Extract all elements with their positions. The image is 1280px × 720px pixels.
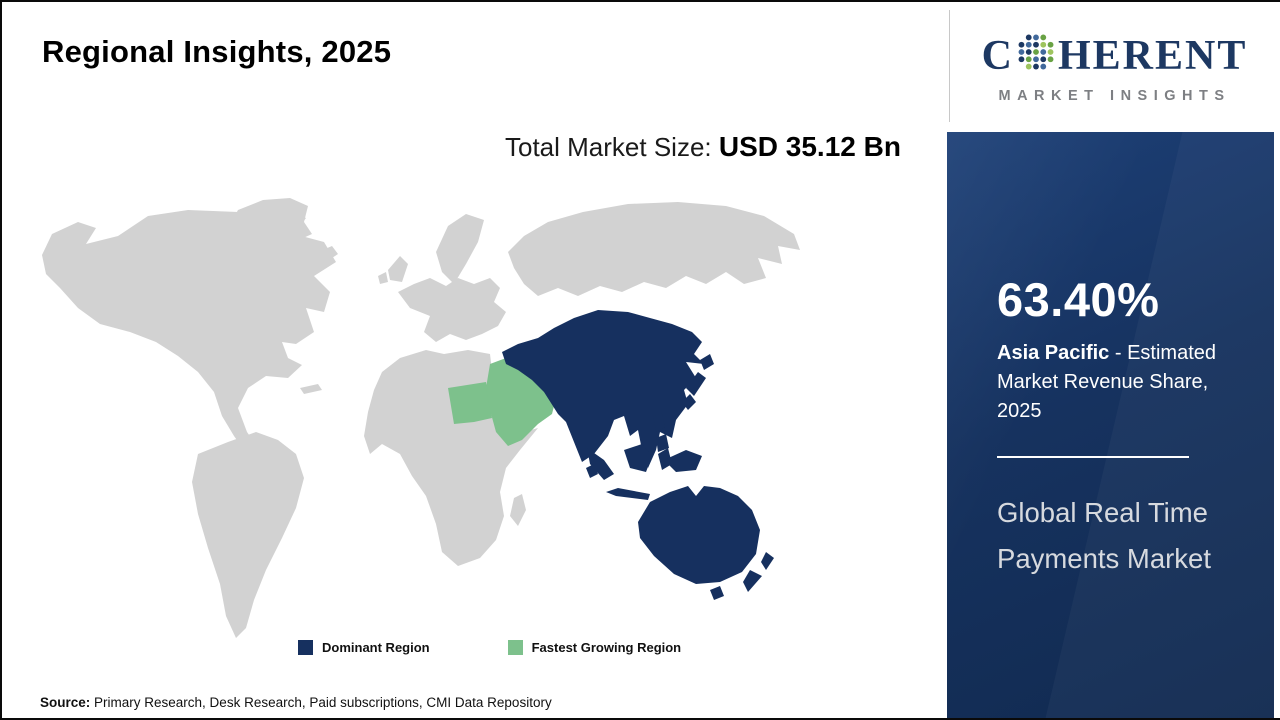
region-south-america	[192, 432, 304, 638]
region-europe	[398, 278, 506, 342]
region-australia	[638, 486, 760, 584]
world-map	[42, 198, 800, 638]
region-cuba	[300, 384, 322, 394]
share-region-name: Asia Pacific	[997, 342, 1110, 364]
panel-divider	[997, 456, 1189, 458]
region-asia-pacific	[502, 310, 774, 600]
logo-divider	[949, 10, 950, 122]
region-philippines-north	[653, 413, 665, 432]
region-madagascar	[510, 494, 526, 526]
market-share-value: 63.40%	[997, 273, 1160, 326]
brand-logo: C HERENT	[947, 32, 1280, 80]
brand-header: C HERENT MARKET INSIGHTS	[947, 2, 1280, 132]
market-name: Global Real Time Payments Market	[997, 497, 1211, 575]
total-market-size-label: Total Market Size:	[505, 132, 712, 162]
dotted-globe-circle-icon	[1016, 32, 1056, 80]
region-sumatra	[587, 448, 614, 480]
dominant-region-label: Dominant Region	[322, 640, 430, 655]
total-market-size-callout: Total Market Size: USD 35.12 Bn	[505, 126, 925, 168]
map-legend: Dominant Region Fastest Growing Region	[298, 640, 681, 655]
world-map-container	[38, 192, 810, 644]
region-new-guinea	[664, 450, 702, 472]
region-scandinavia	[436, 214, 484, 284]
region-russia	[508, 202, 800, 296]
region-japan-hokkaido	[700, 354, 714, 370]
legend-item-dominant: Dominant Region	[298, 640, 430, 655]
region-united-kingdom	[388, 256, 408, 282]
region-new-zealand-north	[761, 552, 774, 570]
region-japan-kyushu	[682, 394, 696, 410]
region-fastest-growing	[448, 358, 556, 446]
brand-letters-herent: HERENT	[1057, 33, 1248, 79]
source-text: Primary Research, Desk Research, Paid su…	[94, 695, 552, 710]
share-region-desc: - Estimated Market Revenue Share, 2025	[997, 342, 1217, 422]
region-arabian-peninsula	[486, 358, 556, 446]
region-north-america	[42, 208, 336, 450]
brand-subtitle: MARKET INSIGHTS	[998, 88, 1231, 104]
region-default-landmass	[42, 198, 800, 638]
page-title: Regional Insights, 2025	[42, 34, 392, 69]
fastest-growing-region-swatch	[507, 640, 523, 655]
total-market-size-value: USD 35.12 Bn	[718, 131, 901, 162]
brand-letter-c: C	[981, 33, 1014, 79]
region-egypt	[448, 382, 492, 424]
source-line: Source: Primary Research, Desk Research,…	[40, 695, 552, 710]
legend-item-fastest: Fastest Growing Region	[507, 640, 682, 655]
region-java	[606, 488, 650, 500]
fastest-growing-region-label: Fastest Growing Region	[531, 640, 682, 655]
right-stat-panel: 63.40% Asia Pacific - Estimated Market R…	[947, 132, 1274, 718]
region-tasmania	[710, 586, 724, 600]
region-borneo	[624, 444, 652, 472]
dominant-region-swatch	[298, 640, 313, 655]
region-ireland	[378, 272, 388, 284]
region-japan-honshu	[686, 372, 706, 396]
region-philippines-south	[656, 434, 669, 452]
region-new-zealand-south	[743, 570, 762, 592]
source-label: Source:	[40, 695, 91, 710]
market-share-description: Asia Pacific - Estimated Market Revenue …	[997, 339, 1231, 426]
region-asia-mainland	[502, 310, 704, 468]
